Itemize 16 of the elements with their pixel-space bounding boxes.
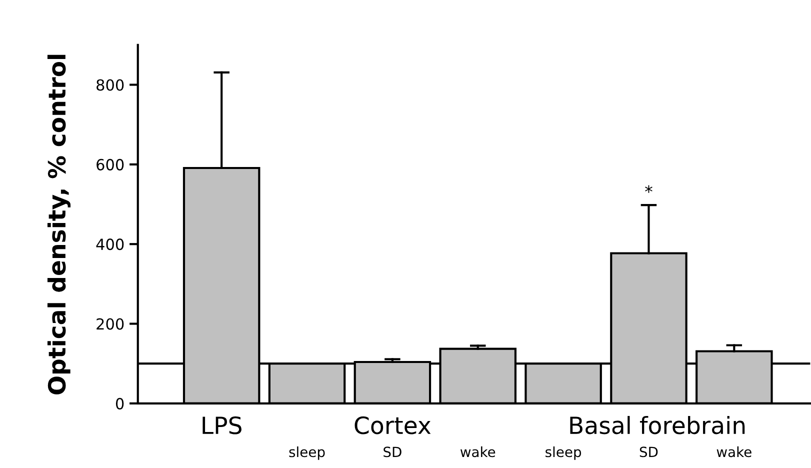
x-tick-label: sleep [546,446,582,460]
x-tick-label: SD [384,446,402,458]
y-tick-label: 600 [96,158,124,170]
y-axis-title: Optical density, % control [47,54,71,394]
x-tick-label: wake [460,446,496,458]
y-tick-label: 200 [96,318,124,330]
y-tick-label: 800 [96,79,124,91]
y-tick-label: 400 [96,238,124,250]
x-tick-label: LPS [202,416,242,434]
x-tick-label: wake [716,446,752,458]
annotation: * [645,185,652,193]
text: Cortex [354,416,431,434]
x-tick-label: SD [640,446,658,458]
text: Basal forebrain [570,416,745,434]
x-tick-label: sleep [289,446,325,460]
y-tick-label: 0 [116,398,124,410]
